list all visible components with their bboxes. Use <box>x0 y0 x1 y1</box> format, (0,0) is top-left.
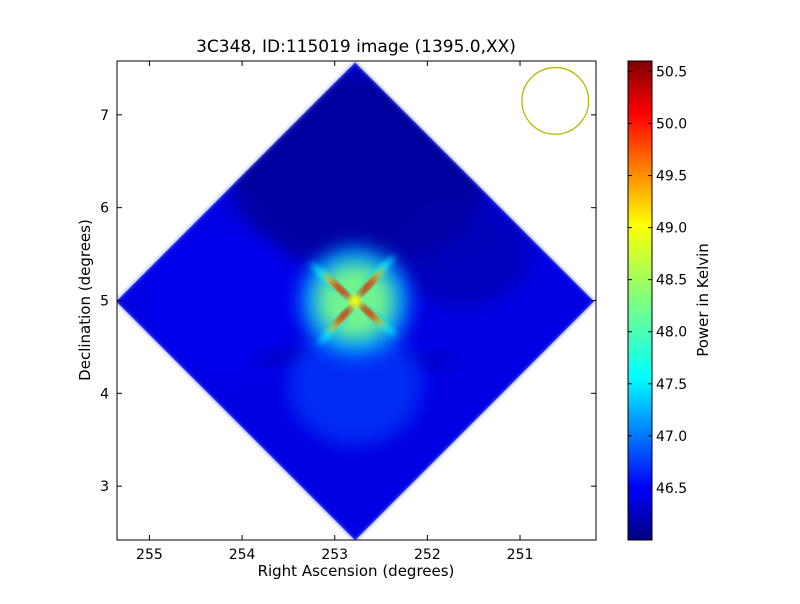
colorbar-tick-label: 47.5 <box>656 377 687 393</box>
y-axis-label: Declination (degrees) <box>76 219 94 381</box>
source-arm-3 <box>316 301 356 346</box>
colorbar-tick-label: 46.5 <box>656 481 687 497</box>
x-axis-label: Right Ascension (degrees) <box>258 562 455 580</box>
y-tick-label: 5 <box>100 294 109 310</box>
beam-circle <box>521 66 590 135</box>
colorbar-tick-label: 47.0 <box>656 429 687 445</box>
y-tick-label: 3 <box>100 479 109 495</box>
source-arm-4 <box>309 261 356 302</box>
source-core <box>349 295 362 308</box>
y-tick-label: 4 <box>100 386 109 402</box>
colorbar-label: Power in Kelvin <box>694 243 712 357</box>
colorbar-tick-label: 49.5 <box>656 169 687 185</box>
source-arm-2 <box>355 301 397 338</box>
y-tick-label: 6 <box>100 201 109 217</box>
field-lower-glow <box>288 325 423 445</box>
colorbar-tick-label: 50.5 <box>656 64 687 80</box>
field-left-glow <box>151 229 296 374</box>
x-tick-label: 251 <box>507 547 534 563</box>
x-tick-label: 254 <box>229 547 256 563</box>
y-axis: 3 4 5 6 7 <box>100 108 596 495</box>
colorbar-tick-label: 48.5 <box>656 273 687 289</box>
chart-title: 3C348, ID:115019 image (1395.0,XX) <box>196 37 516 57</box>
colorbar-tick-label: 49.0 <box>656 221 687 237</box>
x-tick-label: 252 <box>414 547 441 563</box>
field-right-lobe <box>395 201 530 307</box>
field-edge <box>117 61 596 540</box>
source-arm-1 <box>355 254 397 302</box>
colorbar <box>627 60 653 541</box>
colorbar-axis: 46.5 47.0 47.5 48.0 48.5 49.0 49.5 50.0 50.5 <box>628 64 687 497</box>
x-tick-label: 255 <box>136 547 163 563</box>
x-axis: 255 254 253 252 251 <box>136 61 533 563</box>
colorbar-tick-label: 50.0 <box>656 116 687 132</box>
y-tick-label: 7 <box>100 108 109 124</box>
x-tick-label: 253 <box>321 547 348 563</box>
colorbar-tick-label: 48.0 <box>656 325 687 341</box>
